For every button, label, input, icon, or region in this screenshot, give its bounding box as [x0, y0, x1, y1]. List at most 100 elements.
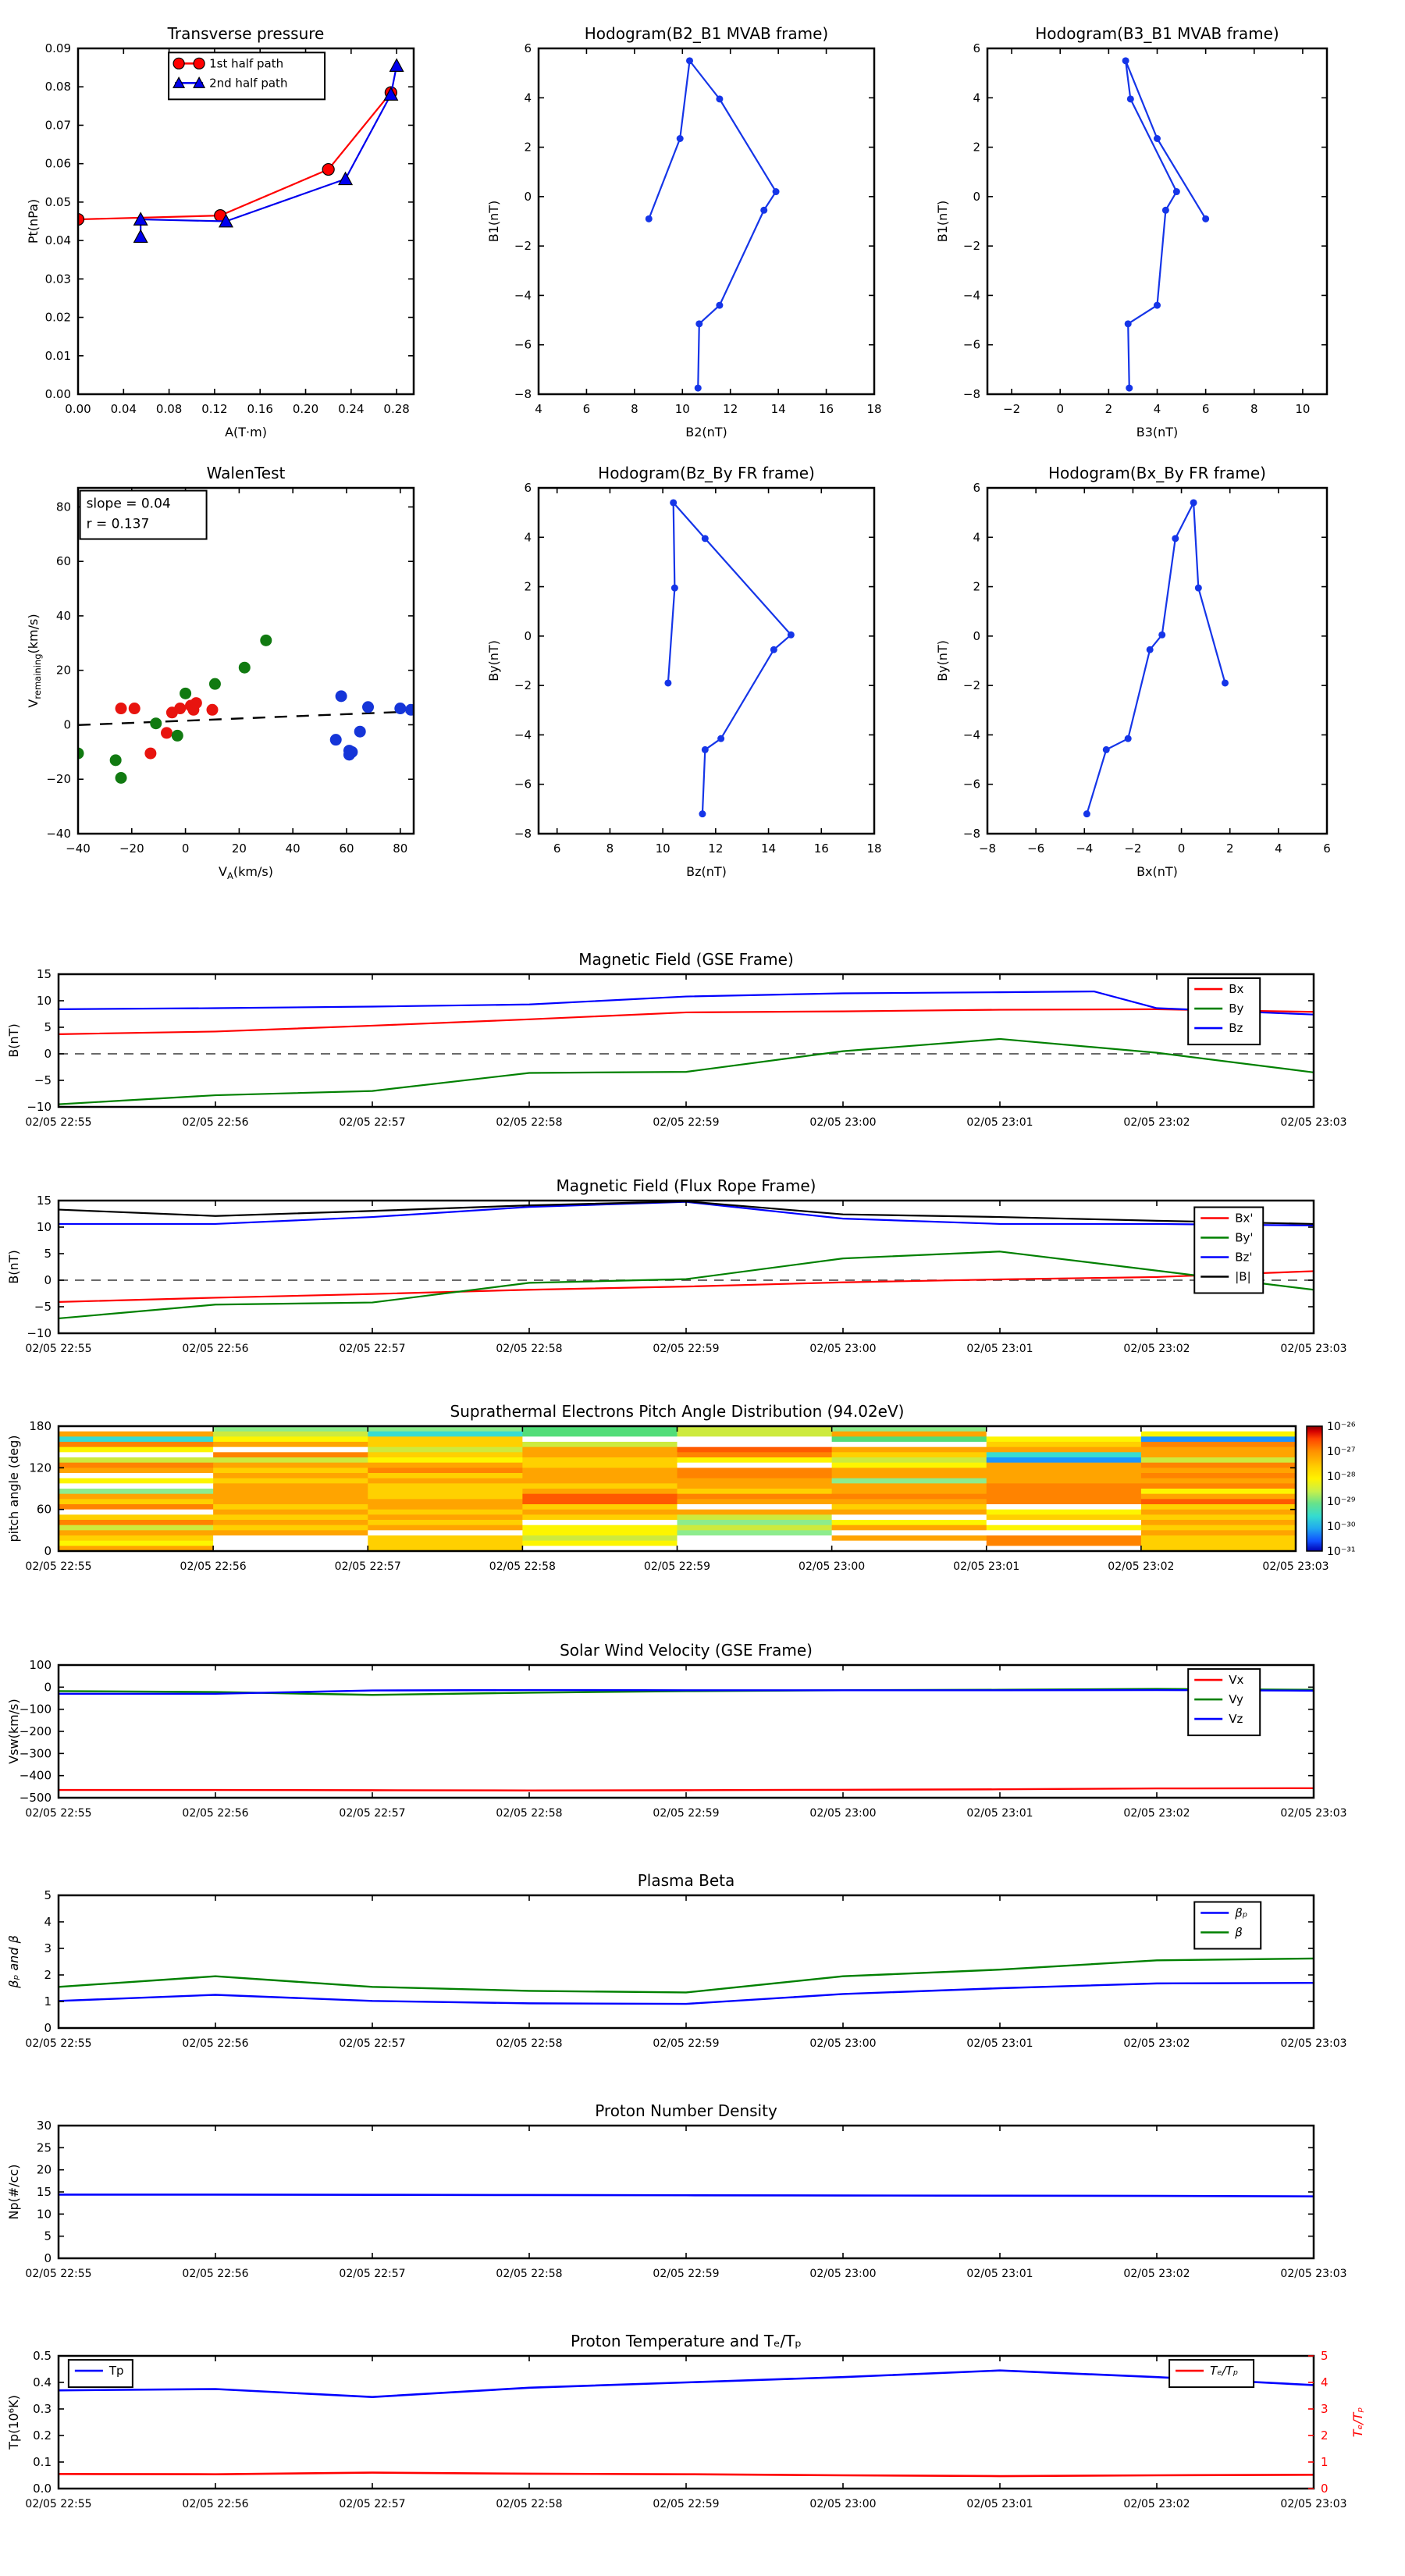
panel-title: Plasma Beta: [637, 1871, 735, 1890]
heatmap-cell: [831, 1478, 987, 1484]
y-tick-label: 0.4: [33, 2375, 52, 2389]
heatmap-cell: [522, 1546, 678, 1551]
y-tick-label: 60: [37, 1503, 52, 1517]
axis-label: B3(nT): [1136, 425, 1179, 439]
legend-label: 2nd half path: [209, 76, 287, 90]
heatmap-cell: [59, 1504, 214, 1510]
x-tick-label: 0.08: [156, 402, 182, 416]
y-tick-label: 5: [44, 1020, 52, 1034]
heatmap-cell: [522, 1525, 678, 1531]
heatmap-cell: [522, 1442, 678, 1448]
heatmap-cell: [213, 1468, 368, 1474]
y-tick-label: 2: [524, 141, 532, 155]
x-tick-label: 02/05 22:57: [339, 1807, 405, 1820]
heatmap-cell: [1140, 1546, 1296, 1551]
x-tick-label: 02/05 22:59: [644, 1560, 710, 1573]
y-tick-label: 25: [37, 2140, 52, 2154]
heatmap-cell: [677, 1546, 833, 1551]
x-tick-label: 2: [1226, 841, 1234, 856]
x-tick-label: 80: [393, 841, 407, 856]
heatmap-cell: [59, 1530, 214, 1536]
x-tick-label: 02/05 22:59: [653, 1116, 719, 1129]
y-tick-label: 2: [973, 141, 980, 155]
heatmap-cell: [677, 1514, 833, 1521]
heatmap-cell: [522, 1473, 678, 1479]
x-tick-label: 02/05 22:56: [182, 1116, 248, 1129]
y-tick-label: 0.08: [45, 80, 71, 94]
series-line-Tₑ/Tₚ: [59, 2471, 1314, 2478]
heatmap-cell: [213, 1489, 368, 1495]
x-tick-label: 20: [232, 841, 247, 856]
heatmap-cell: [1140, 1426, 1296, 1432]
heatmap-cell: [986, 1483, 1142, 1489]
heatmap-cell: [1140, 1489, 1296, 1495]
x-tick-label: 02/05 23:01: [966, 2498, 1033, 2510]
heatmap-cell: [522, 1426, 678, 1432]
legend-label: Bz': [1235, 1251, 1252, 1265]
y-tick-label: −6: [514, 777, 532, 792]
x-tick-label: 0: [1056, 402, 1064, 416]
y-tick-label: 180: [29, 1419, 52, 1433]
legend-label: Bx': [1235, 1212, 1253, 1226]
y-tick-label: 6: [524, 481, 532, 495]
axis-label: A(T·m): [225, 425, 267, 439]
heatmap-cell: [986, 1535, 1142, 1542]
axis-label: Bz(nT): [686, 864, 727, 879]
panel-canvas: −8 −6 −4 −2 0 2 4 6 −8 −6 −4 −2 0 2 4 6 Bx(nT) By(nT): [935, 481, 1331, 879]
heatmap-cell: [368, 1442, 523, 1448]
right-tick-label: 3: [1321, 2402, 1329, 2416]
y-tick-label: −400: [20, 1769, 52, 1783]
y-tick-label: −6: [514, 338, 532, 352]
legend-label: Vy: [1229, 1692, 1243, 1706]
scatter-point: [161, 727, 173, 739]
colorbar-label: 10⁻²⁹: [1327, 1496, 1356, 1508]
legend: Bx By Bz: [1187, 977, 1261, 1046]
heatmap-cell: [59, 1426, 214, 1432]
scatter-point: [115, 771, 127, 784]
x-tick-label: 0.00: [65, 402, 91, 416]
x-tick-label: −20: [119, 841, 144, 856]
x-tick-label: 02/05 23:03: [1262, 1560, 1329, 1573]
heatmap-cell: [831, 1504, 987, 1510]
legend-label: Tₑ/Tₚ: [1210, 2364, 1238, 2378]
y-tick-label: 0: [44, 1047, 52, 1061]
y-tick-label: 10: [37, 1220, 52, 1234]
heatmap-cell: [368, 1514, 523, 1521]
y-tick-label: 5: [44, 2229, 52, 2243]
x-tick-label: 02/05 22:56: [182, 2037, 248, 2050]
x-tick-label: 40: [286, 841, 301, 856]
y-tick-label: 0.02: [45, 311, 71, 325]
heatmap-cell: [59, 1446, 214, 1453]
scatter-point: [329, 734, 342, 746]
heatmap-cell: [213, 1478, 368, 1484]
heatmap-cell: [59, 1442, 214, 1448]
panel-canvas: 02/05 22:55 02/05 22:56 02/05 22:57 02/05 2…: [6, 2349, 1365, 2510]
y-tick-label: −2: [963, 678, 980, 692]
heatmap-cell: [986, 1509, 1142, 1515]
panel-plasma-beta: Plasma Beta 02/05 22:55 02/05 22:56 02/05 2…: [0, 1868, 1405, 2084]
heatmap-cell: [1140, 1514, 1296, 1521]
scatter-point: [335, 690, 347, 703]
heatmap-cell: [213, 1457, 368, 1464]
colorbar-label: 10⁻³⁰: [1327, 1521, 1356, 1533]
heatmap-cell: [522, 1431, 678, 1437]
legend: Tₑ/Tₚ: [1168, 2359, 1255, 2389]
x-tick-label: −2: [1003, 402, 1020, 416]
axis-label: By(nT): [935, 640, 950, 681]
legend-label: 1st half path: [209, 56, 283, 70]
heatmap-cell: [986, 1478, 1142, 1484]
axes-frame: [76, 47, 415, 396]
heatmap-cell: [59, 1535, 214, 1542]
x-tick-label: 4: [1275, 841, 1282, 856]
heatmap-cell: [522, 1436, 678, 1443]
heatmap-cell: [1140, 1540, 1296, 1546]
x-tick-label: −4: [1076, 841, 1093, 856]
heatmap-cell: [368, 1540, 523, 1546]
heatmap-cell: [522, 1483, 678, 1489]
x-tick-label: 02/05 22:55: [25, 1343, 91, 1355]
x-tick-label: 14: [771, 402, 786, 416]
x-tick-label: 02/05 23:03: [1280, 2498, 1346, 2510]
y-tick-label: 15: [37, 1194, 52, 1208]
scatter-point: [128, 703, 140, 715]
y-tick-label: 0: [44, 2251, 52, 2265]
